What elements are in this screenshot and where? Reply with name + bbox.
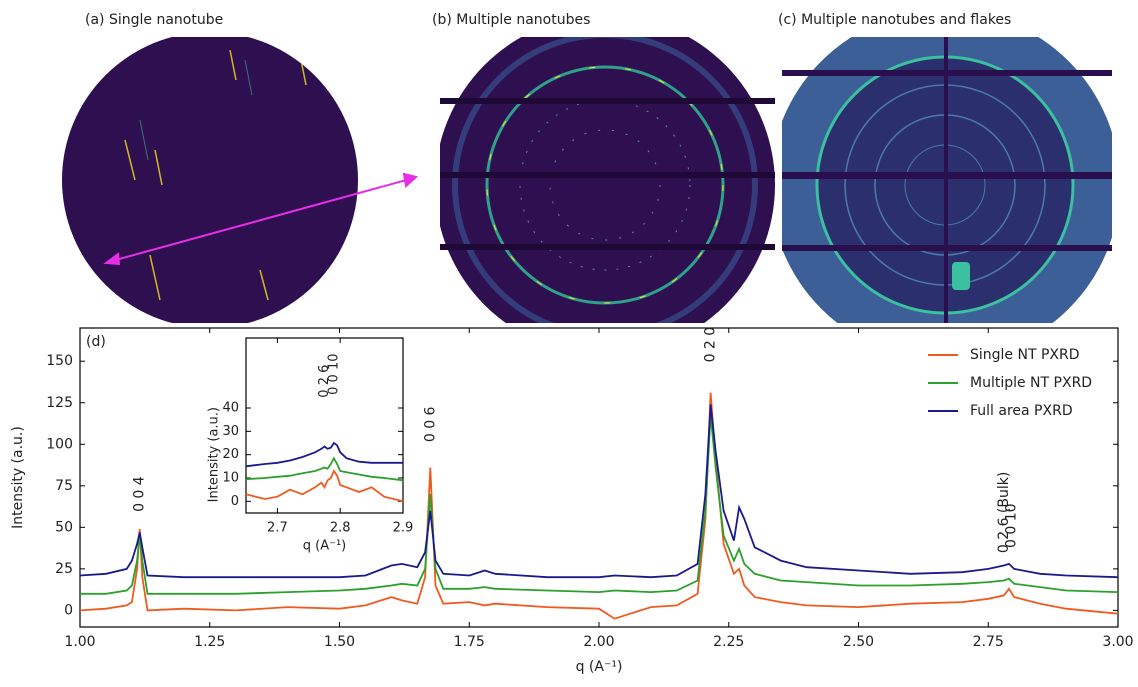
annotation: 0 0 4 bbox=[132, 476, 148, 512]
y-axis-label: Intensity (a.u.) bbox=[207, 407, 222, 502]
x-tick-label: 2.00 bbox=[583, 634, 614, 650]
y-tick-label: 75 bbox=[55, 478, 73, 494]
series-line bbox=[245, 441, 403, 468]
x-tick-label: 3.00 bbox=[1102, 634, 1133, 650]
y-tick-label: 0 bbox=[231, 494, 239, 509]
detector-image bbox=[782, 37, 1112, 323]
annotation: 0 0 6 bbox=[422, 406, 438, 442]
series-line bbox=[79, 392, 1119, 620]
x-tick-label: 2.8 bbox=[330, 521, 351, 536]
panel-title: (c) Multiple nanotubes and flakes bbox=[778, 12, 1011, 28]
y-tick-label: 100 bbox=[46, 436, 73, 452]
annotation: 0 2 6 (Bulk) bbox=[996, 472, 1012, 553]
x-tick-label: 2.7 bbox=[267, 521, 288, 536]
x-axis-label: q (A⁻¹) bbox=[576, 659, 623, 675]
x-tick-label: 2.9 bbox=[393, 521, 414, 536]
y-tick-label: 30 bbox=[222, 424, 239, 439]
y-tick-label: 40 bbox=[222, 401, 239, 416]
x-tick-label: 2.25 bbox=[713, 634, 744, 650]
series-line bbox=[79, 404, 1119, 579]
arrow bbox=[103, 172, 419, 266]
detector-image bbox=[62, 37, 358, 323]
panel-title: (b) Multiple nanotubes bbox=[432, 12, 590, 28]
series-line bbox=[80, 414, 1119, 595]
legend-label: Multiple NT PXRD bbox=[970, 375, 1092, 391]
legend-label: Full area PXRD bbox=[970, 403, 1073, 419]
y-tick-label: 20 bbox=[222, 447, 239, 462]
x-tick-label: 1.50 bbox=[324, 634, 355, 650]
series-line bbox=[245, 469, 404, 503]
legend-label: Single NT PXRD bbox=[970, 347, 1080, 363]
x-tick-label: 1.75 bbox=[454, 634, 485, 650]
series-line bbox=[245, 456, 404, 482]
detector-image bbox=[440, 37, 775, 323]
y-tick-label: 125 bbox=[46, 395, 73, 411]
x-tick-label: 1.00 bbox=[64, 634, 95, 650]
y-tick-label: 50 bbox=[55, 519, 73, 535]
inset-frame bbox=[245, 337, 404, 514]
annotation: 0 2 6 bbox=[317, 365, 332, 398]
y-tick-label: 25 bbox=[55, 561, 73, 577]
y-tick-label: 10 bbox=[222, 471, 239, 486]
panel-title: (a) Single nanotube bbox=[85, 12, 223, 28]
y-axis-label: Intensity (a.u.) bbox=[10, 426, 26, 529]
panel-label: (d) bbox=[86, 334, 106, 350]
x-tick-label: 2.50 bbox=[843, 634, 874, 650]
annotation: 0 0 10 bbox=[1004, 503, 1020, 548]
plot: 1.00 1.25 1.50 1.75 2.00 2.25 2.50 2.75 3.00 0 25 5… bbox=[10, 327, 1134, 675]
plot: 2.7 2.8 2.9 0 10 20 30 40 0 2 60 0 10 q (A⁻¹) Inte… bbox=[207, 337, 414, 554]
x-tick-label: 1.25 bbox=[194, 634, 225, 650]
y-tick-label: 150 bbox=[46, 353, 73, 369]
annotation: 0 2 0 bbox=[703, 327, 719, 363]
x-tick-label: 2.75 bbox=[973, 634, 1004, 650]
annotation: 0 0 10 bbox=[326, 353, 341, 394]
y-tick-label: 0 bbox=[64, 602, 73, 618]
x-axis-label: q (A⁻¹) bbox=[303, 539, 347, 554]
